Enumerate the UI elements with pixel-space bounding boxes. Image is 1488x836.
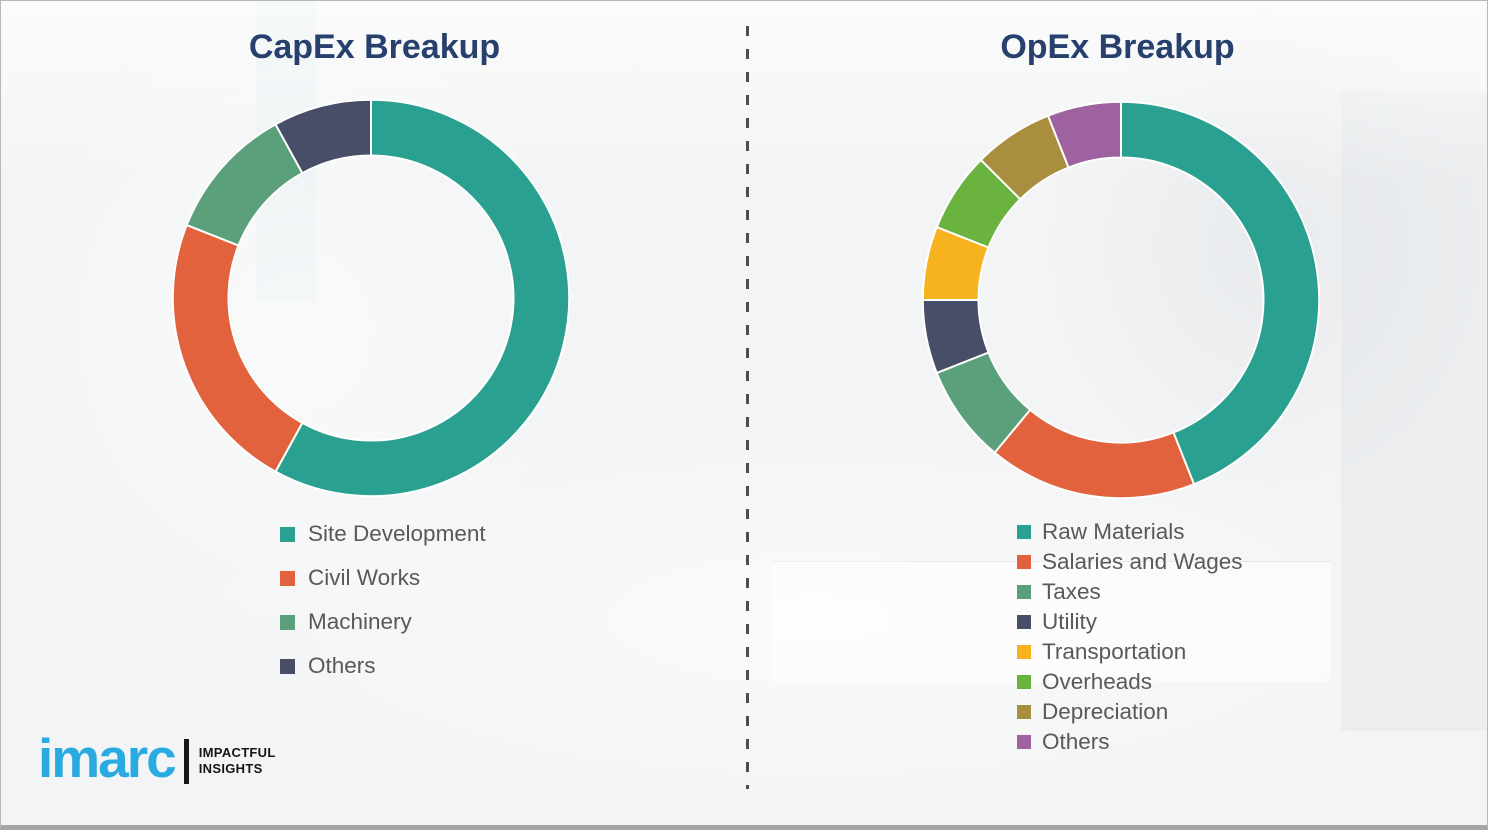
imarc-logo: imarc IMPACTFUL INSIGHTS — [38, 727, 276, 789]
legend-item-site-development: Site Development — [280, 512, 486, 556]
legend-item-others: Others — [280, 644, 486, 688]
donut-segment — [1120, 100, 1321, 486]
legend-swatch-icon — [1017, 555, 1031, 569]
legend-swatch-icon — [1017, 525, 1031, 539]
legend-swatch-icon — [1017, 615, 1031, 629]
imarc-logo-tagline: IMPACTFUL INSIGHTS — [199, 745, 276, 778]
donut-segment — [171, 223, 304, 473]
legend-swatch-icon — [280, 614, 295, 630]
legend-swatch-icon — [1017, 585, 1031, 599]
opex-donut-chart — [921, 100, 1321, 500]
legend-item-others: Others — [1017, 727, 1243, 757]
donut-segment — [274, 98, 372, 175]
capex-chart-title: CapEx Breakup — [248, 28, 501, 66]
legend-item-salaries-and-wages: Salaries and Wages — [1017, 547, 1243, 577]
donut-segment — [1046, 100, 1122, 169]
capex-legend: Site Development Civil Works Machinery O… — [280, 512, 486, 688]
logo-divider-bar — [183, 738, 189, 784]
opex-legend: Raw Materials Salaries and Wages Taxes U… — [1017, 517, 1243, 757]
donut-segment — [993, 408, 1196, 500]
logo-tagline-line1: IMPACTFUL — [198, 744, 276, 760]
legend-item-transportation: Transportation — [1017, 637, 1243, 667]
capex-panel: CapEx Breakup Site Development Civil Wor… — [1, 1, 748, 825]
imarc-logo-wordmark: imarc — [38, 727, 177, 789]
legend-item-label: Civil Works — [308, 565, 421, 590]
legend-item-depreciation: Depreciation — [1017, 697, 1243, 727]
legend-swatch-icon — [1017, 645, 1031, 659]
opex-panel: OpEx Breakup Raw Materials Salaries and … — [748, 1, 1487, 825]
legend-item-label: Others — [308, 653, 376, 678]
legend-item-label: Others — [1042, 729, 1110, 754]
legend-item-raw-materials: Raw Materials — [1017, 517, 1243, 547]
legend-item-label: Machinery — [308, 609, 412, 634]
legend-swatch-icon — [1017, 735, 1031, 749]
legend-swatch-icon — [280, 526, 295, 542]
legend-swatch-icon — [280, 570, 295, 586]
legend-item-label: Raw Materials — [1042, 519, 1185, 544]
opex-chart-title: OpEx Breakup — [1000, 28, 1235, 66]
capex-donut-chart — [171, 98, 571, 498]
legend-item-label: Salaries and Wages — [1042, 549, 1243, 574]
dashed-divider — [746, 26, 749, 789]
legend-swatch-icon — [280, 658, 295, 674]
logo-tagline-line2: INSIGHTS — [198, 761, 263, 777]
legend-item-label: Overheads — [1042, 669, 1153, 694]
legend-item-machinery: Machinery — [280, 600, 486, 644]
legend-item-label: Utility — [1042, 609, 1097, 634]
legend-swatch-icon — [1017, 675, 1031, 689]
legend-item-label: Taxes — [1042, 579, 1101, 604]
legend-item-label: Site Development — [308, 521, 486, 546]
legend-item-overheads: Overheads — [1017, 667, 1243, 697]
legend-item-label: Transportation — [1042, 639, 1187, 664]
legend-swatch-icon — [1017, 705, 1031, 719]
legend-item-label: Depreciation — [1042, 699, 1169, 724]
donut-segment — [274, 98, 571, 498]
legend-item-utility: Utility — [1017, 607, 1243, 637]
legend-item-taxes: Taxes — [1017, 577, 1243, 607]
legend-item-civil-works: Civil Works — [280, 556, 486, 600]
